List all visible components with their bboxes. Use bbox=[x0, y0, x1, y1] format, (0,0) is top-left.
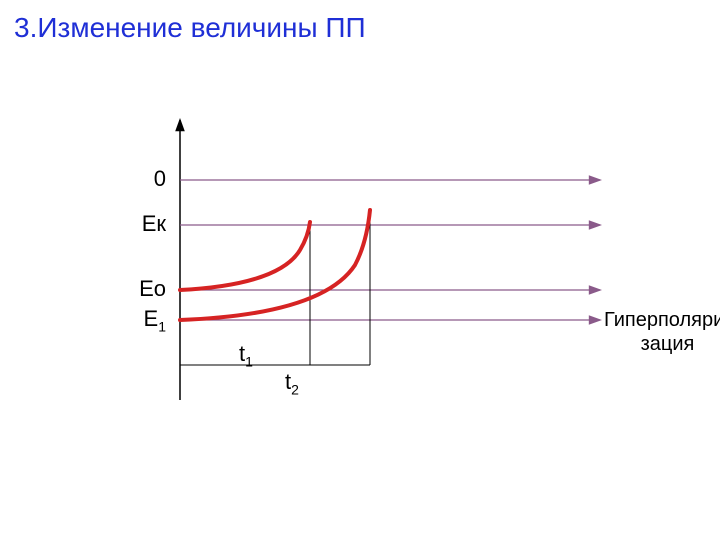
side-line2: зация bbox=[641, 333, 695, 355]
diagram-svg bbox=[0, 0, 720, 540]
label-t1-sub: 1 bbox=[245, 353, 253, 369]
label-t2-sub: 2 bbox=[291, 381, 299, 397]
label-e1-sub: 1 bbox=[158, 318, 166, 334]
label-e1-main: Е bbox=[144, 306, 159, 331]
label-t1: t1 bbox=[239, 341, 253, 369]
level-line-ek bbox=[180, 220, 602, 230]
label-zero: 0 bbox=[130, 166, 166, 192]
level-line-eo bbox=[180, 285, 602, 295]
level-line-zero bbox=[180, 175, 602, 185]
label-e1: Е1 bbox=[124, 306, 166, 334]
label-t2: t2 bbox=[285, 369, 299, 397]
curve-from-eo bbox=[180, 222, 310, 290]
hyperpolarization-label: Гиперполяри- зация bbox=[604, 308, 720, 356]
label-eo: Ео bbox=[124, 276, 166, 302]
y-axis-arrow bbox=[175, 118, 185, 131]
label-ek: Ек bbox=[124, 211, 166, 237]
curve-from-e1 bbox=[180, 210, 370, 320]
side-line1: Гиперполяри- bbox=[604, 309, 720, 331]
